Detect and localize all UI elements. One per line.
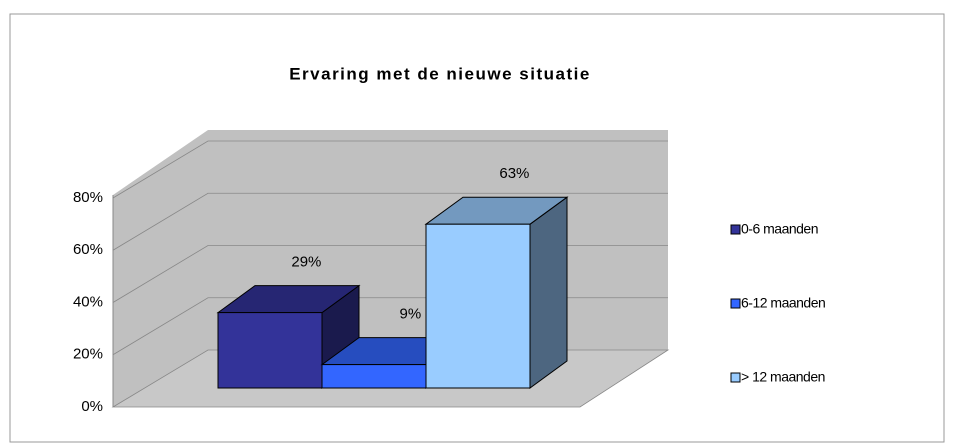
bar [321,364,427,389]
chart-title: Ervaring met de nieuwe situatie [289,64,591,83]
y-tick-label: 0% [81,398,103,415]
legend-swatch [730,298,741,309]
data-label: 63% [499,165,529,182]
bar [425,223,531,389]
grid-line [112,192,668,251]
legend-label: 0-6 maanden [741,221,818,237]
grid-line [112,140,668,199]
data-label: 9% [400,306,422,323]
legend-label: 6-12 maanden [741,295,825,311]
data-label: 29% [291,254,321,271]
legend-label: > 12 maanden [741,369,825,385]
bar-side [529,196,568,389]
y-tick-label: 40% [73,293,103,310]
y-tick-label: 20% [73,346,103,363]
y-tick-label: 60% [73,241,103,258]
legend-swatch [730,372,741,383]
y-tick-label: 80% [73,189,103,206]
bar [217,312,323,389]
legend-swatch [730,224,741,235]
